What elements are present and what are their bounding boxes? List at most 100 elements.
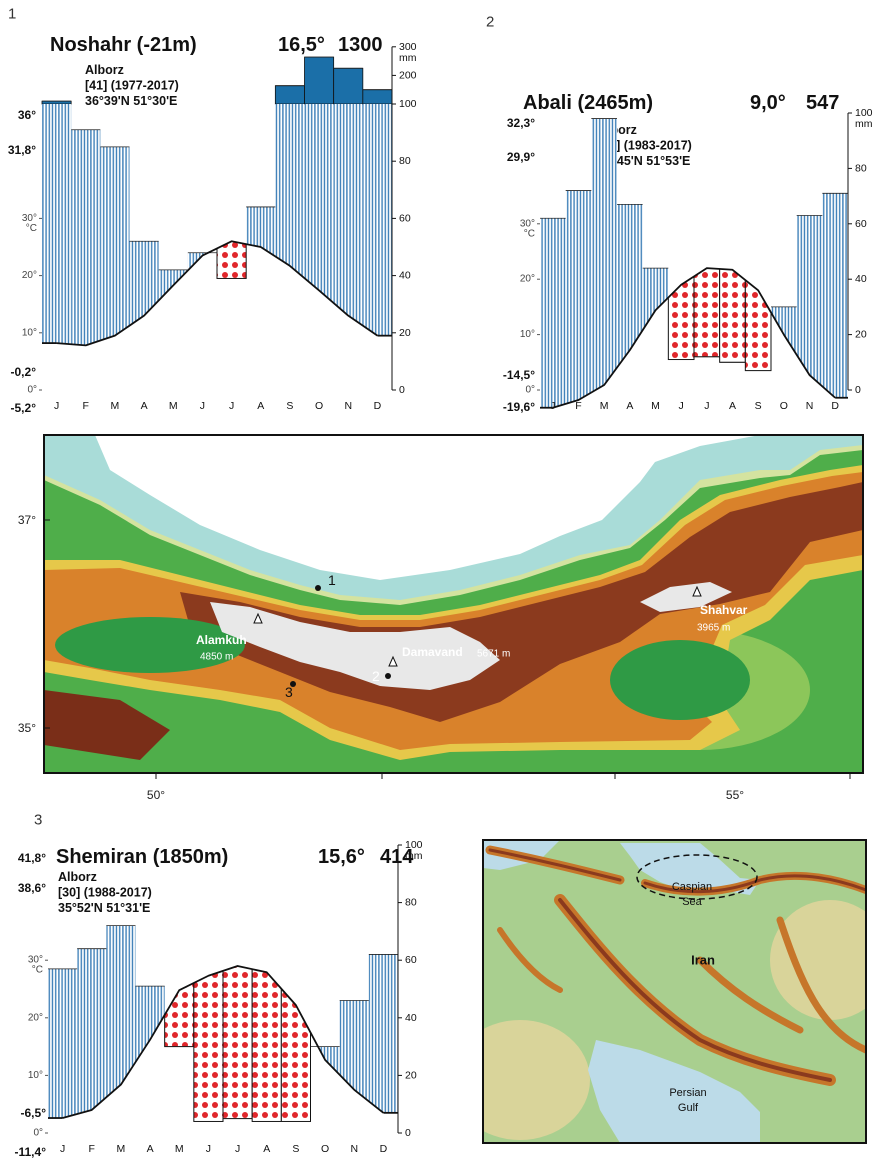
precipitation-excess xyxy=(274,85,305,105)
x-tick-label: M xyxy=(117,1143,126,1155)
peak-elevation: 3965 m xyxy=(697,623,730,634)
y2-tick-label: 0 xyxy=(399,384,405,396)
y2-tick-label: 80 xyxy=(855,162,867,174)
temperature-line xyxy=(56,240,378,347)
x-tick-label: J xyxy=(54,400,59,412)
station-info: [35] (1983-2017) xyxy=(598,139,692,153)
x-tick-label: J xyxy=(235,1143,240,1155)
precipitation-bar xyxy=(565,190,592,413)
x-tick-label: J xyxy=(200,400,205,412)
x-tick-label: F xyxy=(575,400,581,412)
station-label: 2 xyxy=(372,668,380,684)
temperature-extreme: -14,5° xyxy=(503,368,535,382)
y2-tick-label: 20 xyxy=(405,1069,417,1081)
peak-marker xyxy=(253,612,263,624)
annual-mean-temperature: 15,6° xyxy=(318,846,365,868)
y-tick-label: 20° xyxy=(520,274,535,285)
x-tick-label: A xyxy=(263,1143,270,1155)
y-tick-label: 30° xyxy=(520,218,535,229)
x-tick-label: M xyxy=(111,400,120,412)
y2-tick-label: 100 xyxy=(855,107,873,119)
x-tick-label: F xyxy=(83,400,89,412)
y2-tick-label: 100 xyxy=(405,839,423,851)
x-tick-label: M xyxy=(175,1143,184,1155)
station-info: [41] (1977-2017) xyxy=(85,79,179,93)
inset-label: Iran xyxy=(691,953,715,968)
peak-name: Damavand xyxy=(402,645,463,659)
panel-number: 2 xyxy=(486,14,494,31)
annual-precipitation: 1300 xyxy=(338,34,383,56)
precipitation-bar xyxy=(822,193,848,413)
lat-label: 37° xyxy=(18,513,36,527)
y-tick-label: 0° xyxy=(27,385,37,396)
panel-number: 1 xyxy=(8,6,16,23)
precipitation-excess xyxy=(362,89,393,105)
x-tick-label: D xyxy=(831,400,839,412)
dry-period xyxy=(719,268,746,363)
annual-precipitation: 414 xyxy=(380,846,414,868)
dry-period xyxy=(693,268,721,358)
x-tick-label: N xyxy=(350,1143,358,1155)
panel-number: 3 xyxy=(34,812,42,829)
dry-period xyxy=(193,965,224,1122)
x-tick-label: D xyxy=(380,1143,388,1155)
station-info: 36°39'N 51°30'E xyxy=(85,94,177,108)
station-label: 1 xyxy=(328,572,336,588)
station-dot xyxy=(385,673,391,679)
temperature-extreme: -0,2° xyxy=(11,365,37,379)
y-tick-label: 10° xyxy=(28,1070,43,1081)
y-tick-label: 20° xyxy=(28,1012,43,1023)
temperature-extreme: -11,4° xyxy=(15,1145,47,1159)
y2-tick-label: 80 xyxy=(405,897,417,909)
inset-label: Caspian xyxy=(672,881,712,893)
y2-tick-label: 300 xyxy=(399,41,417,53)
station-info: [30] (1988-2017) xyxy=(58,886,152,900)
station-label: 3 xyxy=(285,684,293,700)
temperature-extreme: -5,2° xyxy=(11,401,37,415)
y-unit: °C xyxy=(26,223,37,234)
station-info: Alborz xyxy=(85,63,124,77)
y2-tick-label: 60 xyxy=(405,954,417,966)
y-tick-label: 30° xyxy=(28,955,43,966)
x-tick-label: O xyxy=(321,1143,329,1155)
y2-unit: mm xyxy=(855,118,873,130)
x-tick-label: A xyxy=(729,400,736,412)
x-tick-label: A xyxy=(147,1143,154,1155)
y2-tick-label: 20 xyxy=(399,327,411,339)
lon-label: 55° xyxy=(726,788,744,802)
precipitation-excess xyxy=(333,67,364,105)
x-tick-label: M xyxy=(169,400,178,412)
temperature-extreme: -6,5° xyxy=(21,1106,47,1120)
x-tick-label: S xyxy=(292,1143,299,1155)
y2-tick-label: 0 xyxy=(855,384,861,396)
y-unit: °C xyxy=(524,228,535,239)
temperature-extreme: 41,8° xyxy=(18,851,46,865)
y2-tick-label: 40 xyxy=(399,270,411,282)
temperature-extreme: 38,6° xyxy=(18,881,46,895)
inset-label: Persian xyxy=(669,1087,706,1099)
x-tick-label: M xyxy=(651,400,660,412)
dry-period xyxy=(251,965,282,1122)
temperature-extreme: 31,8° xyxy=(8,143,36,157)
peak-elevation: 5671 m xyxy=(477,649,510,660)
inset-frame xyxy=(482,839,867,1144)
y2-tick-label: 0 xyxy=(405,1127,411,1139)
x-tick-label: N xyxy=(344,400,352,412)
y-unit: °C xyxy=(32,965,43,976)
x-tick-label: J xyxy=(229,400,234,412)
chart-title: Shemiran (1850m) xyxy=(56,846,228,868)
y2-unit: mm xyxy=(405,850,423,862)
y-tick-label: 30° xyxy=(22,213,37,224)
y2-tick-label: 60 xyxy=(399,212,411,224)
station-info: Alborz xyxy=(58,870,97,884)
inset-label: Sea xyxy=(682,896,702,908)
peak-marker xyxy=(388,655,398,667)
y-tick-label: 0° xyxy=(33,1128,43,1139)
y-tick-label: 0° xyxy=(525,385,535,396)
inset-map xyxy=(483,840,866,1143)
map-frame xyxy=(43,434,864,774)
inset-label: Gulf xyxy=(678,1102,699,1114)
y2-tick-label: 60 xyxy=(855,218,867,230)
chart-title: Abali (2465m) xyxy=(523,92,653,114)
